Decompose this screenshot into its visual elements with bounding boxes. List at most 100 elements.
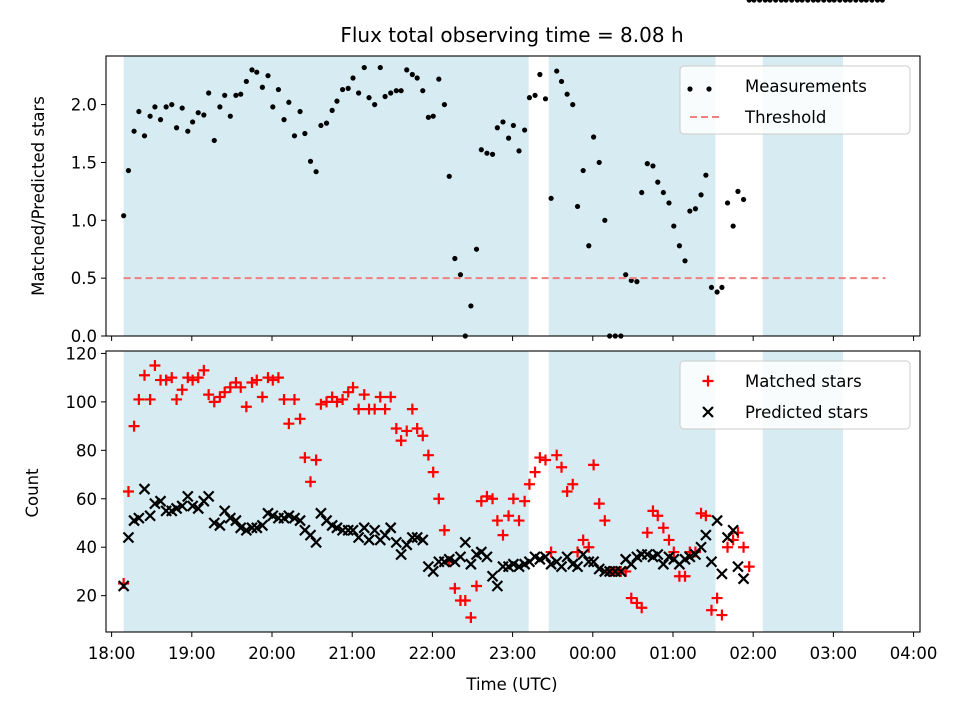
- measurements-point: [233, 92, 239, 98]
- y-tick-label: 60: [76, 490, 97, 509]
- matched-stars-point: [390, 423, 402, 435]
- measurements-point: [500, 119, 506, 125]
- matched-stars-point: [187, 374, 199, 386]
- measurements-point: [361, 64, 367, 71]
- measurements-point: [452, 255, 458, 262]
- measurements-point: [157, 117, 164, 123]
- measurements-point: [179, 105, 185, 111]
- matched-stars-point: [459, 595, 471, 607]
- predicted-stars-point: [417, 534, 429, 546]
- matched-stars-point: [214, 391, 226, 403]
- matched-stars-point: [695, 507, 707, 519]
- predicted-stars-point: [133, 512, 145, 524]
- measurements-point: [596, 159, 602, 166]
- measurements-point: [265, 73, 271, 79]
- measurements-point: [863, 0, 869, 3]
- matched-stars-point: [722, 541, 734, 553]
- measurements-point: [746, 0, 752, 3]
- measurements-point: [751, 0, 757, 3]
- predicted-stars-point: [182, 490, 194, 503]
- measurements-point: [869, 0, 875, 3]
- measurements-point: [356, 90, 362, 96]
- measurements-point: [831, 0, 837, 3]
- measurements-point: [281, 117, 287, 123]
- measurements-point: [510, 122, 517, 129]
- measurements-point: [682, 258, 688, 264]
- x-axis-label: Time (UTC): [465, 675, 557, 694]
- predicted-stars-point: [390, 536, 403, 549]
- measurements-point: [660, 189, 666, 196]
- x-tick-label: 00:00: [569, 644, 617, 663]
- matched-stars-point: [417, 430, 429, 442]
- measurements-point: [837, 0, 843, 3]
- x-tick-label: 20:00: [248, 644, 296, 663]
- measurements-point: [350, 75, 356, 81]
- measurements-point: [436, 76, 442, 82]
- y-tick-label: 80: [76, 441, 97, 460]
- matched-stars-point: [353, 403, 365, 415]
- measurements-point: [730, 223, 736, 229]
- measurements-point: [570, 101, 576, 108]
- matched-stars-point: [299, 452, 311, 464]
- matched-stars-point: [711, 592, 723, 604]
- measurements-point: [185, 128, 191, 134]
- x-tick-label: 21:00: [328, 644, 376, 663]
- measurements-point: [698, 192, 704, 198]
- matched-stars-point: [487, 493, 499, 505]
- matched-stars-point: [144, 393, 156, 405]
- measurements-point: [238, 91, 244, 97]
- matched-stars-point: [198, 364, 210, 376]
- measurements-point: [275, 86, 282, 93]
- matched-stars-point: [427, 466, 439, 478]
- measurements-point: [767, 0, 773, 3]
- predicted-stars-point: [561, 551, 573, 563]
- x-tick-label: 04:00: [890, 644, 938, 663]
- matched-stars-point: [267, 374, 279, 386]
- measurements-point: [270, 104, 276, 110]
- matched-stars-point: [449, 582, 461, 594]
- measurements-point: [810, 0, 816, 3]
- measurements-point: [169, 101, 175, 108]
- measurements-point: [516, 148, 522, 154]
- measurements-point: [473, 246, 480, 252]
- predicted-stars-point: [230, 514, 242, 527]
- matched-stars-point: [166, 372, 178, 384]
- matched-stars-point: [588, 459, 600, 471]
- predicted-stars-point: [599, 565, 611, 578]
- matched-stars-point: [262, 372, 274, 384]
- matched-stars-point: [465, 611, 477, 623]
- measurements-point: [302, 130, 308, 137]
- legend-marker: [702, 406, 714, 418]
- predicted-stars-point: [539, 551, 552, 563]
- matched-stars-point: [625, 592, 637, 604]
- y-tick-label: 2.0: [71, 96, 97, 115]
- matched-stars-point: [411, 423, 423, 435]
- legend-label: Predicted stars: [745, 403, 868, 422]
- matched-stars-point: [406, 403, 418, 415]
- measurements-point: [650, 163, 656, 169]
- measurements-point: [404, 67, 410, 73]
- measurements-point: [719, 284, 725, 291]
- matched-stars-point: [556, 461, 568, 473]
- matched-stars-point: [385, 391, 397, 403]
- measurements-point: [532, 92, 538, 98]
- legend-label: Measurements: [745, 77, 867, 96]
- matched-stars-point: [433, 493, 445, 505]
- measurements-point: [382, 93, 388, 100]
- measurements-point: [735, 188, 741, 194]
- measurements-point: [815, 0, 821, 3]
- matched-stars-point: [636, 602, 648, 614]
- measurements-point: [147, 113, 153, 119]
- matched-stars-point: [128, 420, 140, 432]
- matched-stars-point: [503, 510, 515, 522]
- matched-stars-point: [743, 561, 755, 573]
- measurements-point: [446, 173, 452, 179]
- measurements-point: [249, 67, 255, 73]
- predicted-stars-point: [705, 555, 718, 568]
- predicted-stars-point: [695, 541, 707, 553]
- measurements-point: [494, 125, 500, 131]
- y-axis-label-bottom: Count: [23, 468, 42, 518]
- matched-stars-point: [272, 372, 284, 384]
- predicted-stars-point: [583, 555, 595, 568]
- matched-stars-point: [471, 580, 483, 592]
